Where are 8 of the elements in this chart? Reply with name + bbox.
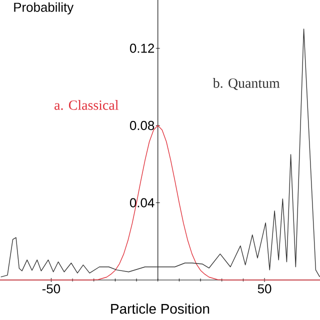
x-axis-title: Particle Position (111, 304, 210, 314)
y-axis-title: Probability (14, 2, 74, 14)
x-tick-label: 50 (258, 284, 272, 294)
text: a. Classical (54, 100, 118, 110)
y-tick-label: 0.12 (130, 44, 154, 53)
series-label: b. Quantum (212, 78, 280, 90)
x-tick-label: -50 (42, 284, 60, 294)
y-tick-label: 0.08 (130, 120, 154, 130)
